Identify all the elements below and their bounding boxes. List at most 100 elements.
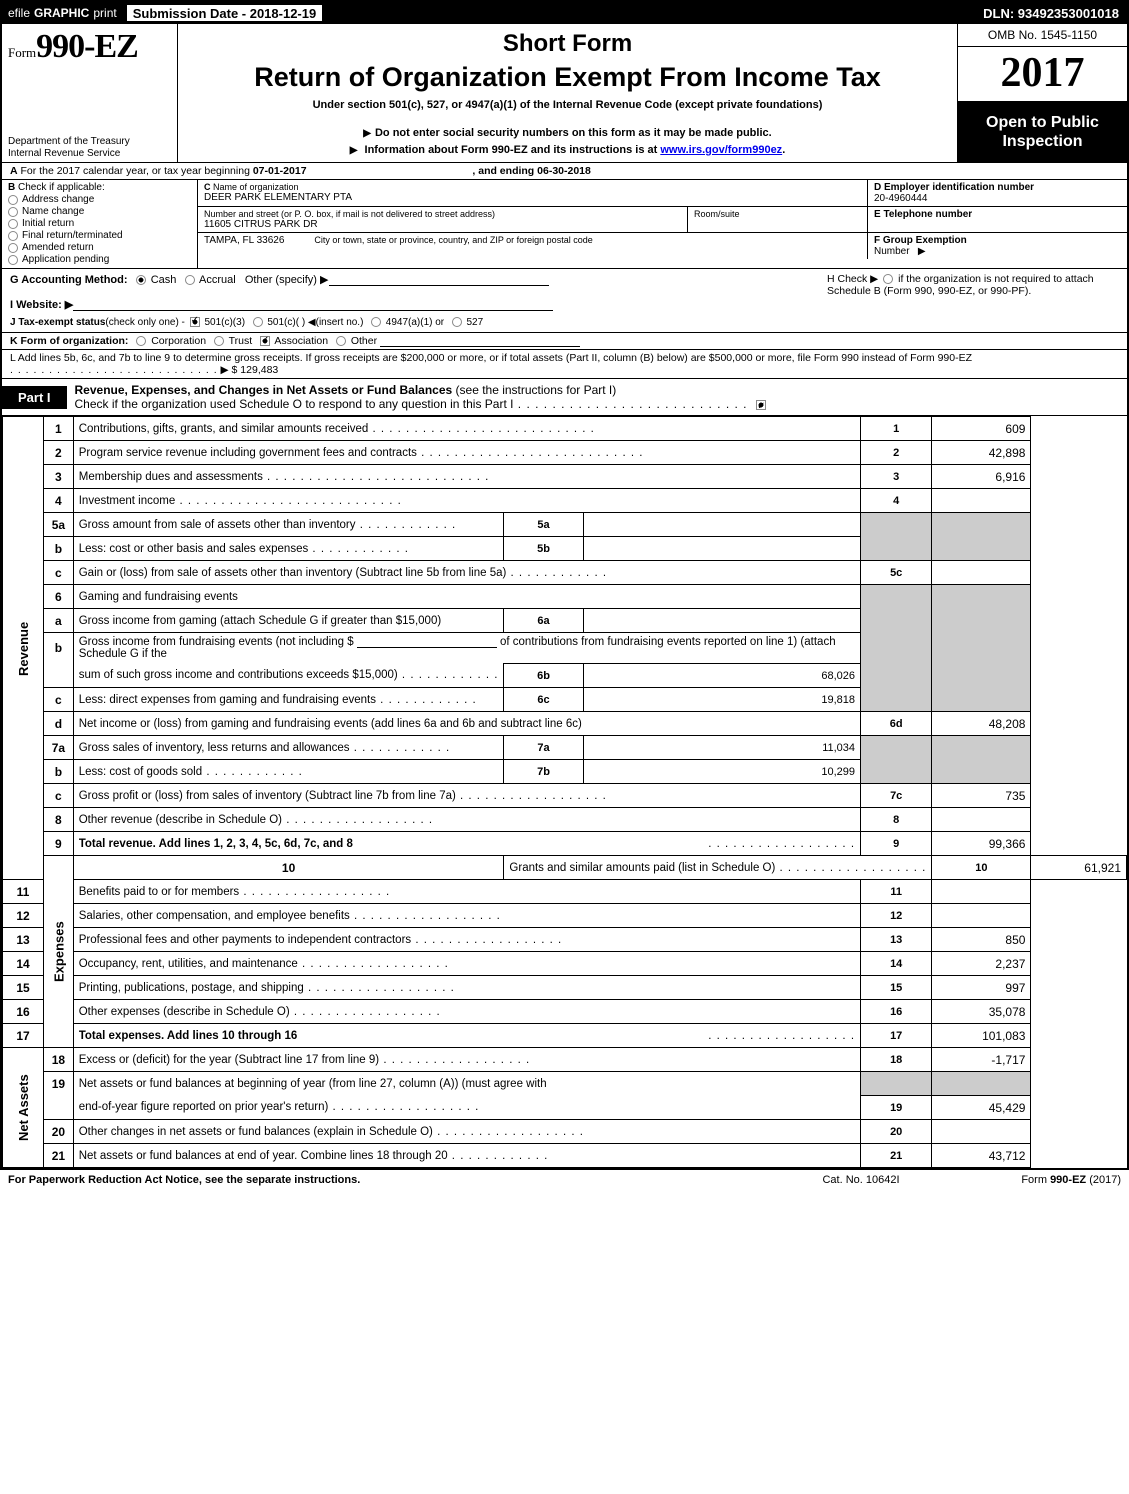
mini-5b: 5b bbox=[504, 537, 583, 561]
lnum-7c: c bbox=[44, 784, 74, 808]
lnum-13: 13 bbox=[3, 928, 44, 952]
desc-5a: Gross amount from sale of assets other t… bbox=[73, 513, 504, 537]
topbar-spacer bbox=[326, 2, 975, 24]
row-city: TAMPA, FL 33626 City or town, state or p… bbox=[198, 233, 1127, 259]
line-G: G Accounting Method: Cash Accrual Other … bbox=[10, 273, 819, 286]
desc-15: Printing, publications, postage, and shi… bbox=[73, 976, 860, 1000]
side-revenue: Revenue bbox=[3, 417, 44, 880]
B-item-initial[interactable]: Initial return bbox=[8, 218, 191, 229]
L-text: L Add lines 5b, 6c, and 7b to line 9 to … bbox=[10, 352, 972, 364]
desc-17-b: Total expenses. Add lines 10 through 16 bbox=[79, 1030, 298, 1042]
K-assoc: Association bbox=[274, 335, 328, 347]
B-item-final[interactable]: Final return/terminated bbox=[8, 230, 191, 241]
desc-14: Occupancy, rent, utilities, and maintena… bbox=[73, 952, 860, 976]
radio-icon bbox=[8, 231, 18, 241]
desc-7a: Gross sales of inventory, less returns a… bbox=[73, 736, 504, 760]
B-item-address[interactable]: Address change bbox=[8, 194, 191, 205]
desc-18: Excess or (deficit) for the year (Subtra… bbox=[73, 1048, 860, 1072]
topbar: efile GRAPHIC print Submission Date - 20… bbox=[2, 2, 1127, 24]
radio-icon[interactable] bbox=[214, 336, 224, 346]
rval-6d: 48,208 bbox=[932, 712, 1031, 736]
radio-icon[interactable] bbox=[253, 317, 263, 327]
desc-4: Investment income bbox=[73, 489, 860, 513]
side-expenses: Expenses bbox=[44, 856, 74, 1048]
6b-blank[interactable] bbox=[357, 636, 497, 648]
A-pre: For the 2017 calendar year, or tax year … bbox=[21, 165, 253, 177]
arrow-9 bbox=[708, 838, 855, 850]
mini-7a: 7a bbox=[504, 736, 583, 760]
lnum-6d: d bbox=[44, 712, 74, 736]
radio-icon[interactable] bbox=[371, 317, 381, 327]
line-5c: c Gain or (loss) from sale of assets oth… bbox=[3, 561, 1127, 585]
desc-6: Gaming and fundraising events bbox=[73, 585, 860, 609]
arrow2-pre: Information about Form 990-EZ and its in… bbox=[365, 144, 661, 156]
desc-3: Membership dues and assessments bbox=[73, 465, 860, 489]
B-item-amended[interactable]: Amended return bbox=[8, 242, 191, 253]
rnum-5c: 5c bbox=[861, 561, 932, 585]
rval-18: -1,717 bbox=[932, 1048, 1031, 1072]
line-18: Net Assets 18 Excess or (deficit) for th… bbox=[3, 1048, 1127, 1072]
checkbox-icon[interactable] bbox=[260, 336, 270, 346]
K-trust: Trust bbox=[229, 335, 253, 347]
rnum-3: 3 bbox=[861, 465, 932, 489]
minival-7a: 11,034 bbox=[583, 736, 860, 760]
mini-6c: 6c bbox=[504, 688, 583, 712]
line-11: 11 Benefits paid to or for members 11 bbox=[3, 880, 1127, 904]
line-7c: c Gross profit or (loss) from sales of i… bbox=[3, 784, 1127, 808]
checkbox-icon[interactable] bbox=[190, 317, 200, 327]
section-GHIJ: G Accounting Method: Cash Accrual Other … bbox=[2, 269, 1127, 333]
lnum-5a: 5a bbox=[44, 513, 74, 537]
J-label: J Tax-exempt status bbox=[10, 317, 105, 328]
E-label: E Telephone number bbox=[874, 209, 972, 220]
E-row: E Telephone number bbox=[868, 207, 1127, 232]
arrow-17 bbox=[708, 1030, 855, 1042]
org-name: DEER PARK ELEMENTARY PTA bbox=[204, 192, 861, 203]
rnum-1: 1 bbox=[861, 417, 932, 441]
line-3: 3 Membership dues and assessments 3 6,91… bbox=[3, 465, 1127, 489]
radio-icon[interactable] bbox=[185, 275, 195, 285]
rval-9: 99,366 bbox=[932, 832, 1031, 856]
checkbox-icon[interactable] bbox=[756, 400, 766, 410]
rnum-19: 19 bbox=[861, 1096, 932, 1120]
I-blank[interactable] bbox=[73, 299, 553, 311]
B-label: Check if applicable: bbox=[18, 182, 105, 193]
G-blank[interactable] bbox=[329, 274, 549, 286]
line-J: J Tax-exempt status(check only one) - 50… bbox=[10, 317, 819, 328]
rval-16: 35,078 bbox=[932, 1000, 1031, 1024]
lnum-20: 20 bbox=[44, 1120, 74, 1144]
rnum-15: 15 bbox=[861, 976, 932, 1000]
radio-icon[interactable] bbox=[336, 336, 346, 346]
B-item-pending[interactable]: Application pending bbox=[8, 254, 191, 265]
K-blank[interactable] bbox=[380, 335, 580, 347]
radio-icon[interactable] bbox=[136, 275, 146, 285]
rval-7c: 735 bbox=[932, 784, 1031, 808]
desc-10: Grants and similar amounts paid (list in… bbox=[504, 856, 932, 880]
grey-19 bbox=[861, 1072, 932, 1096]
radio-icon[interactable] bbox=[883, 274, 893, 284]
dln: DLN: 93492353001018 bbox=[975, 2, 1127, 24]
minival-7b: 10,299 bbox=[583, 760, 860, 784]
minival-5a bbox=[583, 513, 860, 537]
irs-link[interactable]: www.irs.gov/form990ez bbox=[660, 144, 782, 156]
radio-icon[interactable] bbox=[136, 336, 146, 346]
B-opt-3: Final return/terminated bbox=[22, 230, 123, 241]
minival-6c: 19,818 bbox=[583, 688, 860, 712]
I-label: I Website: ▶ bbox=[10, 299, 73, 311]
line-9: 9 Total revenue. Add lines 1, 2, 3, 4, 5… bbox=[3, 832, 1127, 856]
lnum-6a: a bbox=[44, 609, 74, 633]
line-4: 4 Investment income 4 bbox=[3, 489, 1127, 513]
rnum-10: 10 bbox=[932, 856, 1031, 880]
footer-left: For Paperwork Reduction Act Notice, see … bbox=[8, 1174, 761, 1186]
form-label: Form bbox=[8, 45, 36, 60]
line-13: 13 Professional fees and other payments … bbox=[3, 928, 1127, 952]
desc-9-text: Total revenue. Add lines 1, 2, 3, 4, 5c,… bbox=[79, 838, 353, 850]
B-item-name[interactable]: Name change bbox=[8, 206, 191, 217]
footer-right-bold: 990-EZ bbox=[1050, 1174, 1086, 1186]
inspect-2: Inspection bbox=[962, 132, 1123, 151]
C-city-label: City or town, state or province, country… bbox=[314, 235, 592, 257]
G-accrual: Accrual bbox=[199, 274, 236, 286]
desc-5c: Gain or (loss) from sale of assets other… bbox=[73, 561, 860, 585]
radio-icon[interactable] bbox=[452, 317, 462, 327]
grey-7 bbox=[861, 736, 932, 784]
lnum-21: 21 bbox=[44, 1144, 74, 1168]
